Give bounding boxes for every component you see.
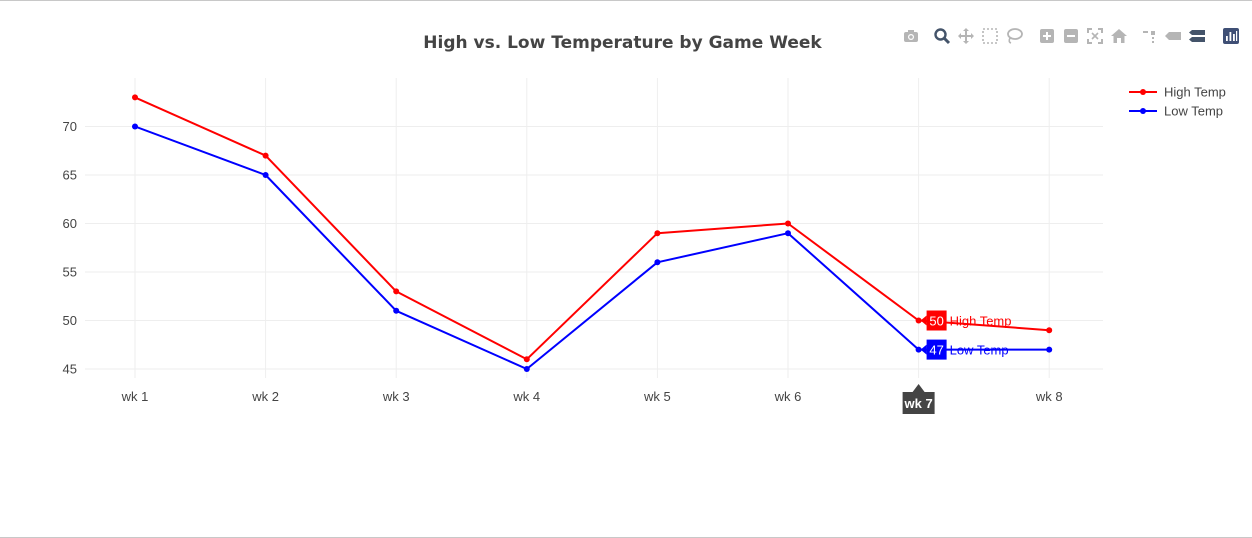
y-tick-label: 45 — [63, 362, 77, 377]
y-tick-label: 70 — [63, 119, 77, 134]
autoscale-icon[interactable] — [1086, 27, 1104, 45]
y-axis-ticks: 45 50 55 60 65 70 — [63, 119, 77, 377]
data-point[interactable] — [1046, 327, 1053, 334]
legend-marker[interactable] — [1140, 108, 1146, 114]
data-point[interactable] — [915, 346, 922, 353]
data-point[interactable] — [393, 307, 400, 314]
hover-series-label: High Temp — [950, 314, 1012, 329]
zoom-icon[interactable] — [933, 27, 951, 45]
legend-label: Low Temp — [1164, 104, 1223, 119]
hover-pointer — [920, 344, 927, 355]
data-point[interactable] — [523, 366, 530, 372]
legend-marker[interactable] — [1140, 89, 1146, 95]
reset-axes-icon[interactable] — [1110, 27, 1128, 45]
hover-value-box — [926, 339, 947, 360]
hover-compare-icon[interactable] — [1188, 27, 1206, 45]
plotly-logo-icon[interactable] — [1222, 27, 1240, 45]
y-tick-label: 50 — [63, 313, 77, 328]
hover-x-label: wk 7 — [904, 396, 933, 411]
data-point[interactable] — [654, 230, 661, 237]
series-lines — [134, 96, 1050, 370]
data-point[interactable] — [132, 123, 138, 130]
spike-lines-icon[interactable] — [1140, 27, 1158, 45]
camera-icon[interactable] — [902, 27, 920, 45]
hover-labels: 50 High Temp 47 Low Temp wk 7 — [902, 310, 1012, 414]
zoom-in-icon[interactable] — [1038, 27, 1056, 45]
hover-value-label: 47 — [929, 343, 943, 358]
hover-x-pointer — [912, 384, 925, 392]
hover-x-box — [902, 392, 935, 414]
data-point[interactable] — [132, 94, 138, 101]
series-line-high-temp — [134, 96, 1050, 361]
chart-title: High vs. Low Temperature by Game Week — [423, 33, 822, 53]
box-select-icon[interactable] — [981, 27, 999, 45]
zoom-out-icon[interactable] — [1062, 27, 1080, 45]
x-tick-label: wk 8 — [1035, 389, 1063, 404]
data-point[interactable] — [785, 220, 791, 227]
y-tick-label: 55 — [63, 265, 77, 280]
lasso-select-icon[interactable] — [1005, 27, 1023, 45]
hover-pointer — [920, 315, 927, 326]
x-tick-label: wk 6 — [774, 389, 802, 404]
data-point[interactable] — [785, 230, 791, 237]
pan-icon[interactable] — [957, 27, 975, 45]
series-points[interactable] — [132, 94, 1053, 372]
data-point[interactable] — [915, 317, 922, 324]
data-point[interactable] — [393, 288, 400, 295]
data-point[interactable] — [523, 356, 530, 363]
hover-value-label: 50 — [929, 314, 943, 329]
legend[interactable]: High Temp Low Temp — [1129, 85, 1226, 119]
x-tick-label: wk 2 — [251, 389, 279, 404]
hover-closest-icon[interactable] — [1164, 27, 1182, 45]
data-point[interactable] — [1046, 346, 1053, 353]
x-tick-label: wk 3 — [382, 389, 410, 404]
x-tick-label: wk 4 — [512, 389, 540, 404]
data-point[interactable] — [262, 172, 269, 178]
x-tick-label: wk 1 — [121, 389, 149, 404]
data-point[interactable] — [654, 259, 661, 266]
y-tick-label: 65 — [63, 168, 77, 183]
legend-label: High Temp — [1164, 85, 1226, 100]
grid-lines — [85, 78, 1103, 378]
hover-value-box — [926, 310, 947, 331]
series-line-low-temp — [134, 125, 1050, 370]
data-point[interactable] — [262, 152, 269, 159]
y-tick-label: 60 — [63, 216, 77, 231]
x-tick-label: wk 5 — [643, 389, 671, 404]
hover-series-label: Low Temp — [950, 343, 1009, 358]
